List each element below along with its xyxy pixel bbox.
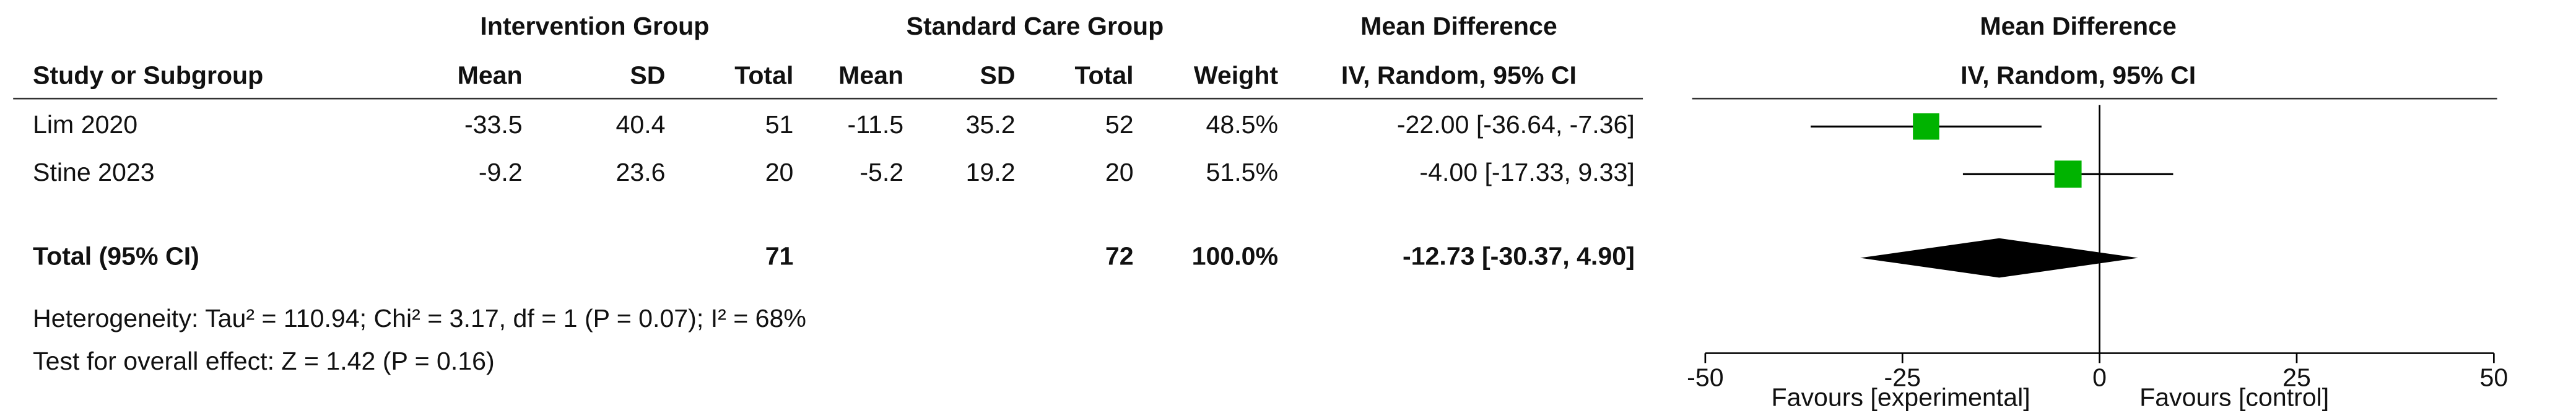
column-header: SD [630, 61, 665, 90]
cell: 20 [765, 158, 794, 186]
weight-cell: 100.0% [1192, 241, 1278, 270]
x-tick-label: -50 [1687, 363, 1723, 392]
favours-label: Favours [experimental] [1772, 383, 2030, 412]
effect-square [1913, 113, 1939, 140]
x-tick-label: -25 [1884, 363, 1921, 392]
cell: 20 [1105, 158, 1134, 186]
group-header: Mean Difference [1360, 12, 1557, 40]
cell: 72 [1105, 241, 1134, 270]
column-header: Total [734, 61, 793, 90]
cell: -5.2 [859, 158, 903, 186]
effect-cell: -22.00 [-36.64, -7.36] [1397, 110, 1635, 139]
weight-cell: 48.5% [1206, 110, 1279, 139]
column-header: SD [980, 61, 1015, 90]
effect-cell: -4.00 [-17.33, 9.33] [1419, 158, 1634, 186]
cell: 71 [765, 241, 794, 270]
cell: -33.5 [464, 110, 523, 139]
group-header: Mean Difference [1980, 12, 2177, 40]
cell: -11.5 [848, 110, 904, 139]
cell: 35.2 [966, 110, 1016, 139]
cell: 19.2 [966, 158, 1016, 186]
x-tick-label: 50 [2479, 363, 2508, 392]
total-name: Total (95% CI) [33, 241, 199, 270]
column-header: Weight [1194, 61, 1279, 90]
study-name: Stine 2023 [33, 158, 155, 186]
cell: 23.6 [616, 158, 665, 186]
cell: -9.2 [479, 158, 523, 186]
cell: 52 [1105, 110, 1134, 139]
column-header: IV, Random, 95% CI [1960, 61, 2196, 90]
effect-cell: -12.73 [-30.37, 4.90] [1403, 241, 1635, 270]
effect-square [2054, 160, 2082, 188]
group-header: Intervention Group [480, 12, 709, 40]
group-header: Standard Care Group [907, 12, 1164, 40]
cell: 40.4 [616, 110, 665, 139]
summary-diamond [1860, 238, 2139, 278]
x-tick-label: 25 [2282, 363, 2311, 392]
weight-cell: 51.5% [1206, 158, 1279, 186]
column-header: Study or Subgroup [33, 61, 263, 90]
favours-label: Favours [control] [2139, 383, 2329, 412]
column-header: IV, Random, 95% CI [1341, 61, 1577, 90]
overall-effect: Test for overall effect: Z = 1.42 (P = 0… [33, 347, 495, 375]
x-tick-label: 0 [2092, 363, 2107, 392]
column-header: Mean [458, 61, 523, 90]
heterogeneity: Heterogeneity: Tau² = 110.94; Chi² = 3.1… [33, 304, 806, 333]
study-name: Lim 2020 [33, 110, 137, 139]
cell: 51 [765, 110, 794, 139]
column-header: Mean [838, 61, 903, 90]
column-header: Total [1074, 61, 1133, 90]
